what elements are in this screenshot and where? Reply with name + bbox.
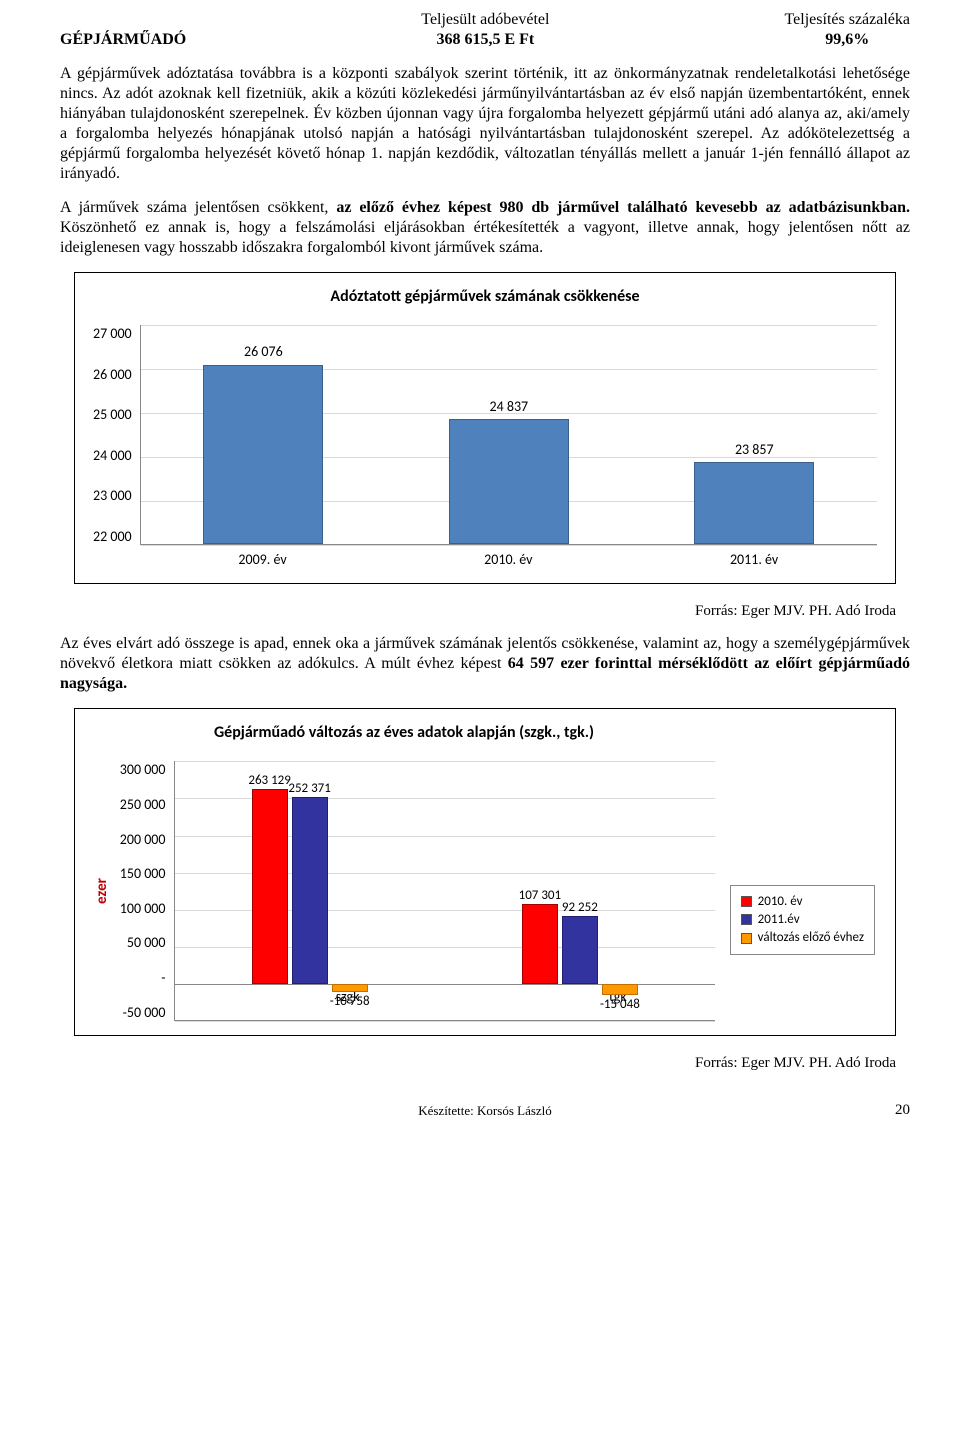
chart2-legend: 2010. év 2011.év változás előző évhez xyxy=(730,885,875,956)
chart2-bar-label: 92 252 xyxy=(562,900,598,916)
chart2-bar xyxy=(292,797,328,984)
chart2-plot-wrap: szgk263 129252 371-10 758tgk107 30192 25… xyxy=(174,761,716,1021)
chart1-bar-label: 23 857 xyxy=(735,441,774,459)
chart1-y-tick: 24 000 xyxy=(93,447,132,465)
chart2-bar xyxy=(522,904,558,984)
chart2-bar-label: 263 129 xyxy=(248,773,290,789)
chart1-bar xyxy=(203,365,323,544)
legend-swatch xyxy=(741,914,752,925)
chart1-y-tick: 26 000 xyxy=(93,366,132,384)
p2-c: Köszönhető ez annak is, hogy a felszámol… xyxy=(60,219,910,256)
chart2-plot-area: szgk263 129252 371-10 758tgk107 30192 25… xyxy=(174,761,716,1021)
chart2-container: Gépjárműadó változás az éves adatok alap… xyxy=(74,708,896,1036)
chart2-gridline xyxy=(175,761,716,762)
chart2-y-axis-label: ezer xyxy=(93,878,112,904)
chart1-x-label: 2009. év xyxy=(140,551,386,569)
chart2-title: Gépjárműadó változás az éves adatok alap… xyxy=(93,723,715,743)
page-number: 20 xyxy=(895,1101,910,1120)
chart1-y-tick: 27 000 xyxy=(93,325,132,343)
p2-a: A járművek száma jelentősen csökkent, xyxy=(60,199,336,216)
legend-swatch xyxy=(741,896,752,907)
chart2-y-axis: 300 000 250 000 200 000 150 000 100 000 50 00… xyxy=(120,761,174,1021)
chart2-y-tick: 200 000 xyxy=(120,831,166,849)
chart1-x-label: 2011. év xyxy=(631,551,877,569)
chart1-bar xyxy=(449,419,569,544)
chart2-body: ezer 300 000 250 000 200 000 150 000 100 000… xyxy=(93,761,715,1021)
chart2-source: Forrás: Eger MJV. PH. Adó Iroda xyxy=(60,1054,896,1073)
p2-b: az előző évhez képest 980 db járművel ta… xyxy=(336,199,910,216)
paragraph-3: Az éves elvárt adó összege is apad, enne… xyxy=(60,634,910,694)
chart1-y-tick: 25 000 xyxy=(93,406,132,424)
chart1-y-tick: 23 000 xyxy=(93,487,132,505)
chart2-y-tick: 250 000 xyxy=(120,796,166,814)
chart2-bar xyxy=(562,916,598,985)
chart2-legend-item: változás előző évhez xyxy=(741,930,864,946)
chart2-y-tick: 50 000 xyxy=(127,934,166,952)
legend-label: 2011.év xyxy=(758,912,800,928)
legend-swatch xyxy=(741,933,752,944)
legend-label: 2010. év xyxy=(758,894,803,910)
paragraph-2: A járművek száma jelentősen csökkent, az… xyxy=(60,198,910,258)
section-label: GÉPJÁRMŰADÓ xyxy=(60,30,186,50)
page-footer: Készítette: Korsós László 20 xyxy=(60,1103,910,1119)
chart2-bar-label: -10 758 xyxy=(330,994,370,1010)
chart2-bar xyxy=(602,984,638,995)
chart1-x-labels: 2009. év2010. év2011. év xyxy=(140,551,877,569)
chart2-legend-item: 2011.év xyxy=(741,912,864,928)
chart2-legend-item: 2010. év xyxy=(741,894,864,910)
chart1-x-label: 2010. év xyxy=(385,551,631,569)
chart2-bar-label: -15 048 xyxy=(600,997,640,1013)
revenue-title: Teljesült adóbevétel xyxy=(421,10,549,30)
chart1-bar xyxy=(694,462,814,544)
chart1-gridline xyxy=(141,325,877,326)
percent-value: 99,6% xyxy=(785,30,910,50)
percent-title: Teljesítés százaléka xyxy=(785,10,910,30)
chart2-y-tick: -50 000 xyxy=(123,1004,166,1022)
chart2-bar-label: 252 371 xyxy=(288,781,330,797)
chart2-bar xyxy=(252,789,288,984)
chart2-y-tick: - xyxy=(161,969,165,987)
chart2-gridline xyxy=(175,1021,716,1022)
chart2-bar-label: 107 301 xyxy=(519,888,561,904)
chart1-y-tick: 22 000 xyxy=(93,528,132,546)
legend-label: változás előző évhez xyxy=(758,930,864,946)
footer-author: Készítette: Korsós László xyxy=(418,1103,552,1118)
chart1-title: Adóztatott gépjárművek számának csökkené… xyxy=(93,287,877,307)
chart1-plot-wrap: 26 076 24 837 23 857 2009. év2010. év2011.… xyxy=(140,325,877,569)
chart2-y-tick: 150 000 xyxy=(120,865,166,883)
chart1-plot-area: 26 076 24 837 23 857 xyxy=(140,325,877,545)
chart2-y-tick: 300 000 xyxy=(120,761,166,779)
chart1-body: 27 000 26 000 25 000 24 000 23 000 22 000 26 … xyxy=(93,325,877,569)
chart2-bar xyxy=(332,984,368,992)
chart1-bar-label: 24 837 xyxy=(490,398,529,416)
paragraph-1: A gépjárművek adóztatása továbbra is a k… xyxy=(60,64,910,184)
chart1-gridline xyxy=(141,545,877,546)
chart2-y-tick: 100 000 xyxy=(120,900,166,918)
header-row: GÉPJÁRMŰADÓ Teljesült adóbevétel 368 615… xyxy=(60,10,910,50)
chart1-bar-label: 26 076 xyxy=(244,343,283,361)
header-col-percent: Teljesítés százaléka 99,6% xyxy=(785,10,910,50)
chart1-source: Forrás: Eger MJV. PH. Adó Iroda xyxy=(60,602,896,621)
chart1-y-axis: 27 000 26 000 25 000 24 000 23 000 22 000 xyxy=(93,325,140,545)
header-col-revenue: Teljesült adóbevétel 368 615,5 E Ft xyxy=(421,10,549,50)
chart1-container: Adóztatott gépjárművek számának csökkené… xyxy=(74,272,896,584)
revenue-value: 368 615,5 E Ft xyxy=(421,30,549,50)
